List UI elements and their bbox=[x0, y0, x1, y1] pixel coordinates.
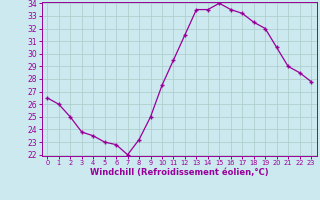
X-axis label: Windchill (Refroidissement éolien,°C): Windchill (Refroidissement éolien,°C) bbox=[90, 168, 268, 177]
